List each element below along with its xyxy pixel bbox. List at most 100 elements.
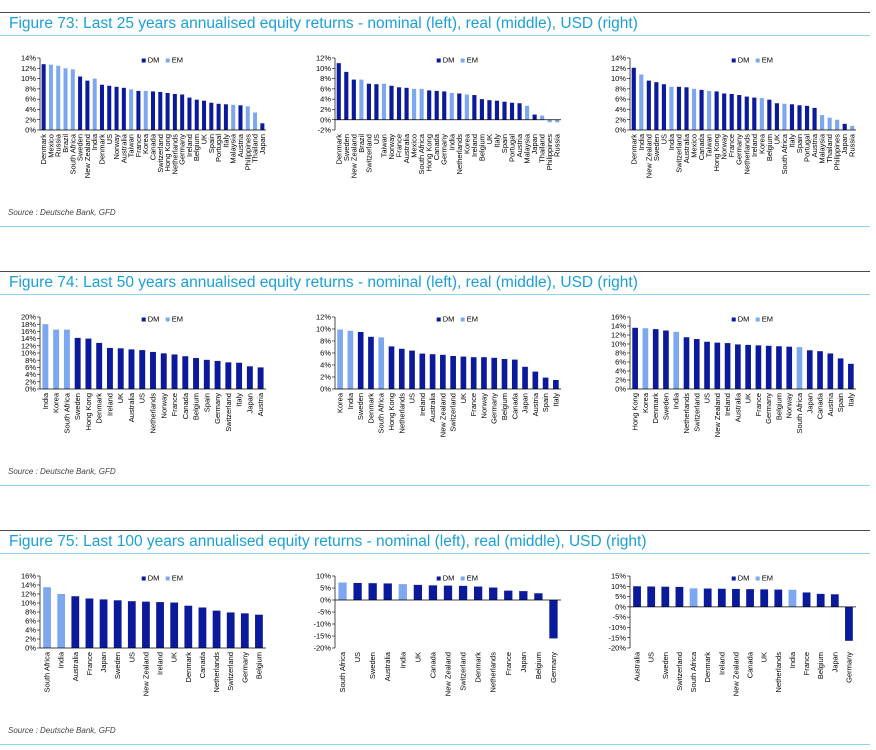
bar-russia xyxy=(850,125,855,130)
bar-spain xyxy=(203,359,210,389)
x-tick-label: Thailand xyxy=(251,134,260,163)
bar-germany xyxy=(549,600,558,639)
bar-korea xyxy=(464,94,469,120)
x-tick-label: Denmark xyxy=(703,652,712,683)
y-tick-label: -15% xyxy=(313,632,331,641)
y-tick-label: 0% xyxy=(320,596,331,605)
bar-us xyxy=(139,350,146,389)
legend-swatch-em xyxy=(460,317,465,322)
x-tick-label: UK xyxy=(116,393,125,403)
bar-ireland xyxy=(106,347,113,389)
y-tick-label: 6% xyxy=(320,349,331,358)
bar-ireland xyxy=(156,602,164,648)
bar-russia xyxy=(56,65,61,130)
figure-75-bottom-rule xyxy=(0,744,870,745)
legend-label-dm: DM xyxy=(148,574,160,583)
bar-france xyxy=(755,345,762,389)
bar-hong-kong xyxy=(85,338,92,389)
x-tick-label: Russia xyxy=(848,133,857,157)
x-tick-label: Canada xyxy=(428,651,437,678)
bar-belgium xyxy=(767,99,772,130)
y-tick-label: 2% xyxy=(320,373,331,382)
y-tick-label: 16% xyxy=(21,327,36,336)
y-tick-label: 0% xyxy=(615,602,626,611)
bar-south-africa xyxy=(419,88,424,120)
x-tick-label: Denmark xyxy=(651,393,660,424)
bar-belgium xyxy=(479,99,484,120)
bar-switzerland xyxy=(458,585,468,600)
bar-new-zealand xyxy=(646,80,651,130)
y-tick-label: 5% xyxy=(615,592,626,601)
x-tick-label: Italy xyxy=(787,134,796,148)
x-tick-label: Germany xyxy=(440,134,449,165)
bar-india xyxy=(669,86,674,130)
bar-portugal xyxy=(216,103,221,130)
x-tick-label: Japan xyxy=(519,652,528,672)
bar-portugal xyxy=(509,102,515,120)
legend-swatch-dm xyxy=(436,317,441,322)
bar-korea xyxy=(53,329,60,389)
y-tick-label: 16% xyxy=(21,572,36,581)
x-tick-label: Australia xyxy=(71,651,80,681)
bar-india xyxy=(92,78,97,130)
x-tick-label: Sweden xyxy=(661,652,670,679)
x-tick-label: Spain xyxy=(202,393,211,412)
bar-austria xyxy=(812,107,817,130)
x-tick-label: Netherlands xyxy=(149,393,158,434)
x-tick-label: Italy xyxy=(551,393,560,407)
x-tick-label: Denmark xyxy=(366,393,375,424)
bar-japan xyxy=(246,366,253,389)
x-tick-label: Canada xyxy=(816,392,825,419)
figure-74-bottom-rule xyxy=(0,485,870,486)
x-tick-label: Hong Kong xyxy=(712,134,721,172)
y-tick-label: 12% xyxy=(316,313,331,322)
y-tick-label: 16% xyxy=(611,313,626,322)
x-tick-label: Canada xyxy=(181,392,190,419)
x-tick-label: US xyxy=(138,393,147,403)
legend-label-dm: DM xyxy=(443,574,455,583)
y-tick-label: 4% xyxy=(320,95,331,104)
bar-taiwan xyxy=(381,83,387,120)
bar-netherlands xyxy=(683,337,690,389)
x-tick-label: Ireland xyxy=(723,393,732,416)
legend-swatch-em xyxy=(165,317,170,322)
x-tick-label: Italy xyxy=(846,393,855,407)
bar-switzerland xyxy=(226,612,235,648)
bar-ireland xyxy=(724,343,731,389)
bar-japan xyxy=(532,114,537,120)
bar-france xyxy=(470,357,477,389)
y-tick-label: 10% xyxy=(316,325,331,334)
y-tick-label: 0% xyxy=(25,644,36,653)
bar-canada xyxy=(511,359,518,389)
bar-canada xyxy=(182,356,189,389)
bar-us xyxy=(107,85,112,130)
figure-74-source: Source : Deutsche Bank, GFD xyxy=(8,467,116,476)
bar-philippines xyxy=(835,119,840,130)
legend-label-em: EM xyxy=(467,315,478,324)
x-tick-label: Austria xyxy=(515,133,524,157)
x-tick-label: Austria xyxy=(256,392,265,416)
bar-hong-kong xyxy=(632,327,638,389)
bar-us xyxy=(353,582,362,600)
x-tick-label: Denmark xyxy=(474,652,483,683)
bar-south-africa xyxy=(782,103,787,130)
bar-mexico xyxy=(48,64,53,130)
bar-belgium xyxy=(193,358,200,389)
y-tick-label: 20% xyxy=(21,313,36,322)
chart-f75-nominal: 0%2%4%6%8%10%12%14%16% South Africa India A… xyxy=(21,572,266,696)
bar-taiwan xyxy=(707,90,712,130)
legend-label-dm: DM xyxy=(148,56,160,65)
x-tick-label: US xyxy=(703,393,712,403)
bar-netherlands xyxy=(457,93,462,120)
bar-denmark xyxy=(652,329,659,389)
x-tick-label: Malaysia xyxy=(818,133,827,163)
x-tick-label: Switzerland xyxy=(449,393,458,432)
x-tick-label: UK xyxy=(413,652,422,662)
bar-philippines xyxy=(245,106,250,130)
y-tick-label: 0% xyxy=(615,126,626,135)
x-tick-label: Sweden xyxy=(661,393,670,420)
bar-ireland xyxy=(187,97,192,130)
x-tick-label: Ireland xyxy=(470,134,479,157)
y-tick-label: 2% xyxy=(615,376,626,385)
bar-switzerland xyxy=(366,83,371,120)
